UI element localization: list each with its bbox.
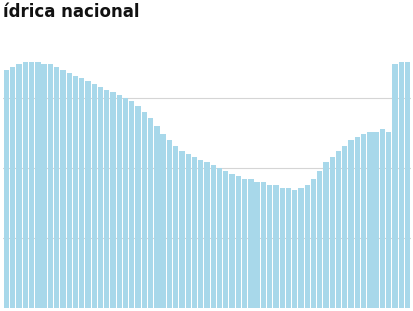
Bar xyxy=(116,95,122,308)
Bar xyxy=(110,92,115,308)
Bar xyxy=(329,157,334,308)
Bar xyxy=(197,160,203,308)
Bar xyxy=(210,165,216,308)
Bar xyxy=(354,137,359,308)
Bar xyxy=(104,90,109,308)
Bar xyxy=(266,185,272,308)
Bar xyxy=(398,62,403,308)
Bar xyxy=(285,188,290,308)
Bar xyxy=(379,129,384,308)
Bar xyxy=(279,188,284,308)
Bar xyxy=(60,70,65,308)
Bar xyxy=(73,76,78,308)
Bar xyxy=(341,146,347,308)
Bar xyxy=(298,188,303,308)
Bar xyxy=(348,140,353,308)
Bar xyxy=(160,134,166,308)
Bar xyxy=(360,134,366,308)
Bar xyxy=(235,176,240,308)
Bar xyxy=(4,70,9,308)
Bar xyxy=(366,132,372,308)
Bar xyxy=(291,190,297,308)
Bar xyxy=(154,126,159,308)
Bar xyxy=(91,84,97,308)
Bar xyxy=(147,118,153,308)
Bar xyxy=(123,98,128,308)
Bar xyxy=(35,62,40,308)
Bar xyxy=(216,168,222,308)
Bar xyxy=(135,106,140,308)
Bar xyxy=(392,64,396,308)
Bar xyxy=(404,62,409,308)
Bar xyxy=(373,132,378,308)
Bar xyxy=(223,171,228,308)
Bar xyxy=(260,182,266,308)
Bar xyxy=(23,62,28,308)
Bar xyxy=(310,179,316,308)
Text: ídrica nacional: ídrica nacional xyxy=(3,3,139,21)
Bar xyxy=(41,64,47,308)
Bar xyxy=(241,179,247,308)
Bar xyxy=(129,101,134,308)
Bar xyxy=(29,62,34,308)
Bar xyxy=(17,64,21,308)
Bar xyxy=(47,64,53,308)
Bar xyxy=(191,157,197,308)
Bar xyxy=(66,73,72,308)
Bar xyxy=(204,162,209,308)
Bar xyxy=(273,185,278,308)
Bar xyxy=(141,112,147,308)
Bar xyxy=(185,154,190,308)
Bar xyxy=(247,179,253,308)
Bar xyxy=(79,78,84,308)
Bar xyxy=(316,171,322,308)
Bar xyxy=(97,87,103,308)
Bar xyxy=(54,67,59,308)
Bar xyxy=(179,151,184,308)
Bar xyxy=(10,67,15,308)
Bar xyxy=(173,146,178,308)
Bar xyxy=(304,185,309,308)
Bar xyxy=(85,81,90,308)
Bar xyxy=(335,151,340,308)
Bar xyxy=(166,140,172,308)
Bar xyxy=(254,182,259,308)
Bar xyxy=(323,162,328,308)
Bar xyxy=(229,174,234,308)
Bar xyxy=(385,132,390,308)
